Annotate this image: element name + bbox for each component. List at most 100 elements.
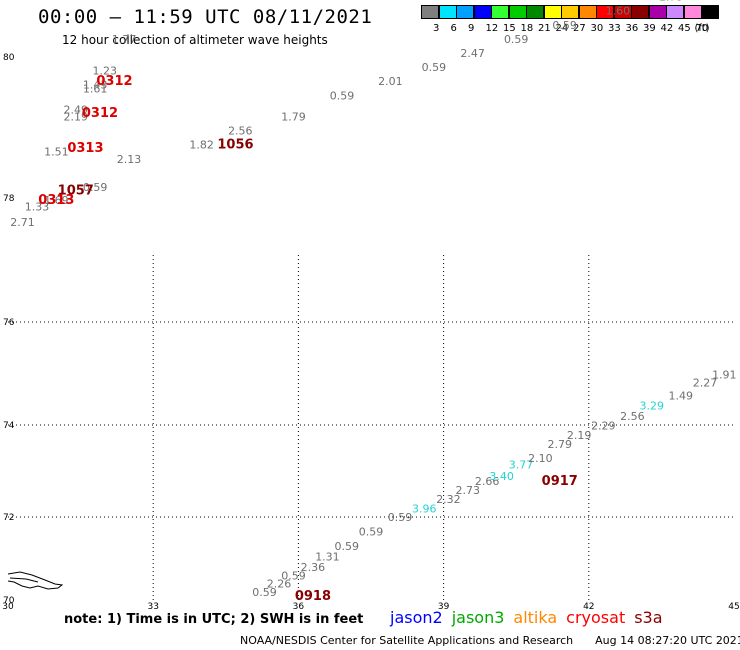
color-scale-label: 6 xyxy=(450,23,457,34)
wave-height-value: 0.59 xyxy=(335,540,360,553)
axis-labels: 30 33 36 39 42 45 70 72 74 76 78 80 xyxy=(2,53,739,612)
wave-height-value: 2.73 xyxy=(456,484,481,497)
satellite-legend-jason2: jason2 xyxy=(390,608,443,627)
credit-text: NOAA/NESDIS Center for Satellite Applica… xyxy=(240,634,574,647)
longitude-tick-label: 45 xyxy=(728,602,739,612)
wave-height-value: 2.49 xyxy=(64,103,89,116)
footer-note: note: 1) Time is in UTC; 2) SWH is in fe… xyxy=(64,612,364,627)
latitude-tick-label: 76 xyxy=(3,318,15,328)
wave-height-value: 2.36 xyxy=(301,561,326,574)
wave-height-value: 3.96 xyxy=(412,502,437,515)
wave-height-value: 3.77 xyxy=(509,459,534,472)
wave-height-value: 1.33 xyxy=(25,200,50,213)
color-scale-label: 21 xyxy=(538,23,551,34)
wave-height-value: 1.91 xyxy=(712,369,737,382)
wave-height-value: 2.10 xyxy=(528,452,553,465)
longitude-tick-label: 42 xyxy=(583,602,594,612)
pass-time-label: 0917 xyxy=(542,474,578,489)
wave-height-labels: 2.711.331.690.591.512.131.822.192.491.61… xyxy=(10,0,736,599)
color-scale-label: 70 xyxy=(695,23,709,34)
color-scale-label: 18 xyxy=(520,23,534,34)
color-scale-label: 36 xyxy=(625,23,639,34)
wave-height-value: 0.59 xyxy=(388,511,413,524)
map-subtitle: 12 hour collection of altimeter wave hei… xyxy=(62,33,328,47)
wave-height-value: 2.29 xyxy=(591,420,616,433)
wave-height-value: 0.59 xyxy=(83,181,108,194)
wave-height-value: 3.29 xyxy=(639,400,664,413)
latitude-tick-label: 78 xyxy=(3,194,15,204)
satellite-legend-altika: altika xyxy=(513,608,558,627)
wave-height-value: 1.82 xyxy=(189,139,214,152)
latitude-tick-label: 74 xyxy=(3,421,15,431)
wave-height-value: 0.59 xyxy=(504,33,529,46)
wave-height-value: 1.79 xyxy=(281,110,306,123)
color-scale-label: 33 xyxy=(608,23,621,34)
latitude-tick-label: 80 xyxy=(3,53,15,63)
pass-time-label: 1057 xyxy=(58,183,94,198)
color-scale-label: 27 xyxy=(573,23,586,34)
color-scale-label: 15 xyxy=(503,23,516,34)
color-scale-label: 24 xyxy=(555,23,569,34)
wave-height-value: 0.59 xyxy=(359,526,384,539)
color-scale-label: 12 xyxy=(485,23,499,34)
wave-height-value: 0.59 xyxy=(252,586,277,599)
wave-height-value: 2.32 xyxy=(436,493,461,506)
satellite-legend-jason3: jason3 xyxy=(451,608,505,627)
lat-lon-grid xyxy=(8,255,734,600)
latitude-tick-label: 72 xyxy=(3,513,14,523)
longitude-tick-label: 30 xyxy=(2,602,14,612)
wave-height-value: 1.49 xyxy=(669,389,694,402)
wave-height-value: 2.79 xyxy=(548,438,573,451)
wave-height-value: 0.59 xyxy=(422,61,447,74)
wave-height-value: 0.59 xyxy=(281,569,306,582)
longitude-tick-label: 33 xyxy=(147,602,158,612)
coastline xyxy=(7,571,64,590)
wave-height-value: 1.79 xyxy=(659,0,684,4)
wave-height-value: 0.59 xyxy=(552,19,577,32)
wave-height-value: 3.40 xyxy=(489,470,514,483)
color-scale-label: 45 xyxy=(678,23,691,34)
wave-height-value: 2.19 xyxy=(64,110,89,123)
pass-time-label: 0312 xyxy=(82,106,118,121)
wave-height-value: 2.27 xyxy=(693,376,718,389)
wave-height-value: 2.56 xyxy=(620,410,645,423)
color-scale-label: 9 xyxy=(468,23,475,34)
longitude-tick-label: 39 xyxy=(438,602,450,612)
generation-timestamp: Aug 14 08:27:20 UTC 2021 xyxy=(595,634,740,647)
wave-height-value: 1.31 xyxy=(315,551,340,564)
wave-height-value: 2.47 xyxy=(460,47,485,60)
color-scale-label: 39 xyxy=(643,23,656,34)
wave-height-value: 1.77 xyxy=(112,33,137,46)
wave-height-value: 2.66 xyxy=(475,475,500,488)
wave-height-value: 2.13 xyxy=(117,153,142,166)
pass-time-label: 0313 xyxy=(38,193,74,208)
wave-height-value: 1.69 xyxy=(44,194,69,207)
wave-height-value: 2.56 xyxy=(228,125,253,138)
longitude-tick-label: 36 xyxy=(293,602,305,612)
color-scale-label: 42 xyxy=(660,23,674,34)
wave-height-value: 1.43 xyxy=(83,79,108,92)
color-swatch xyxy=(701,5,719,19)
wave-height-value: 0.59 xyxy=(330,89,355,102)
latitude-tick-label: 70 xyxy=(3,596,15,606)
pass-time-label: 1056 xyxy=(217,138,253,153)
satellite-legend-cryosat: cryosat xyxy=(566,608,626,627)
wave-height-value: 2.01 xyxy=(378,75,403,88)
wave-height-value: 2.19 xyxy=(567,429,592,442)
color-scale-label: 30 xyxy=(590,23,604,34)
pass-time-label: 0918 xyxy=(295,589,331,604)
wave-height-value: 1.23 xyxy=(93,65,118,78)
map-title: 00:00 – 11:59 UTC 08/11/2021 xyxy=(38,6,373,28)
pass-time-label: 0313 xyxy=(67,141,103,156)
wave-height-value: 2.26 xyxy=(267,578,292,591)
pass-time-label: 0312 xyxy=(96,74,132,89)
satellite-legend-s3a: s3a xyxy=(634,608,663,627)
wave-height-value: 1.60 xyxy=(606,5,631,18)
credit-line: NOAA/NESDIS Center for Satellite Applica… xyxy=(240,634,740,647)
wave-height-value: 2.71 xyxy=(10,216,35,229)
color-scale-label: 3 xyxy=(433,23,440,34)
satellite-legend: jason2 jason3 altika cryosat s3a xyxy=(390,608,672,627)
color-scale-unit: (ft) xyxy=(694,23,710,34)
